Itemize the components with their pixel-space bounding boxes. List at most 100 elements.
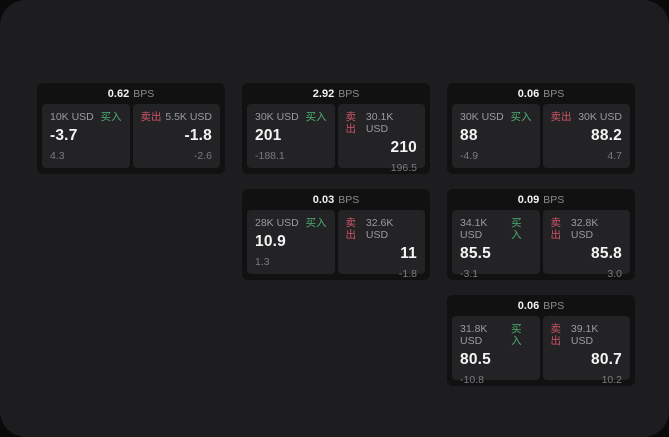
spread-value: 0.06 — [517, 299, 540, 312]
buy-panel-top: 31.8K USD 买入 — [460, 323, 532, 347]
sell-side-label: 卖出 — [550, 323, 562, 347]
spread-header: 0.06 BPS — [447, 295, 635, 316]
quote-card-2: 2.92 BPS 30K USD 买入 201 -188.1 卖出 30.1K … — [242, 83, 430, 174]
buy-amount: 31.8K USD — [460, 323, 488, 347]
buy-panel-top: 10K USD 买入 — [50, 111, 122, 123]
sell-panel-top: 卖出 30K USD — [551, 111, 623, 123]
buy-amount: 28K USD — [255, 217, 299, 229]
buy-delta: -4.9 — [460, 150, 479, 162]
spread-value: 0.03 — [312, 193, 335, 206]
buy-panel-top: 28K USD 买入 — [255, 217, 327, 229]
card-body: 34.1K USD 买入 85.5 -3.1 卖出 32.8K USD 85.8… — [447, 210, 635, 280]
sell-panel[interactable]: 卖出 39.1K USD 80.7 10.2 — [542, 316, 630, 386]
sell-panel[interactable]: 卖出 32.8K USD 85.8 3.0 — [542, 210, 630, 280]
sell-panel-top: 卖出 30.1K USD — [346, 111, 418, 135]
buy-panel-top: 30K USD 买入 — [460, 111, 532, 123]
sell-delta: 3.0 — [607, 268, 622, 280]
buy-side-label: 买入 — [305, 111, 327, 123]
spread-header: 0.06 BPS — [447, 83, 635, 104]
spread-value: 0.62 — [107, 87, 130, 100]
sell-panel[interactable]: 卖出 32.6K USD 11 -1.8 — [337, 210, 425, 280]
buy-side-label: 买入 — [510, 111, 532, 123]
sell-side-label: 卖出 — [140, 111, 162, 123]
sell-amount: 30K USD — [578, 111, 622, 123]
buy-delta: 1.3 — [255, 256, 270, 268]
sell-panel-top: 卖出 5.5K USD — [141, 111, 213, 123]
buy-panel[interactable]: 34.1K USD 买入 85.5 -3.1 — [452, 210, 540, 280]
buy-price: 88 — [460, 127, 478, 144]
buy-price: 201 — [255, 127, 282, 144]
buy-panel[interactable]: 28K USD 买入 10.9 1.3 — [247, 210, 335, 274]
buy-panel[interactable]: 30K USD 买入 201 -188.1 — [247, 104, 335, 168]
spread-header: 0.62 BPS — [37, 83, 225, 104]
sell-panel[interactable]: 卖出 30K USD 88.2 4.7 — [542, 104, 630, 168]
bps-unit-label: BPS — [543, 193, 565, 206]
buy-panel-top: 34.1K USD 买入 — [460, 217, 532, 241]
sell-price: 210 — [390, 139, 417, 156]
buy-amount: 10K USD — [50, 111, 94, 123]
buy-panel[interactable]: 31.8K USD 买入 80.5 -10.8 — [452, 316, 540, 386]
buy-amount: 30K USD — [255, 111, 299, 123]
spread-value: 0.09 — [517, 193, 540, 206]
sell-panel[interactable]: 卖出 5.5K USD -1.8 -2.6 — [132, 104, 220, 168]
spread-value: 2.92 — [312, 87, 335, 100]
bps-unit-label: BPS — [338, 87, 360, 100]
sell-price: 88.2 — [591, 127, 622, 144]
bps-unit-label: BPS — [133, 87, 155, 100]
sell-panel-top: 卖出 32.8K USD — [551, 217, 623, 241]
buy-delta: -188.1 — [255, 150, 285, 162]
quote-card-grid: 0.62 BPS 10K USD 买入 -3.7 4.3 卖出 5.5K USD — [37, 83, 635, 386]
sell-delta: -1.8 — [398, 268, 417, 280]
sell-amount: 39.1K USD — [570, 323, 599, 347]
spread-header: 2.92 BPS — [242, 83, 430, 104]
sell-delta: 4.7 — [607, 150, 622, 162]
sell-panel-top: 卖出 32.6K USD — [346, 217, 418, 241]
buy-panel[interactable]: 30K USD 买入 88 -4.9 — [452, 104, 540, 168]
spread-header: 0.03 BPS — [242, 189, 430, 210]
sell-panel[interactable]: 卖出 30.1K USD 210 196.5 — [337, 104, 425, 174]
sell-delta: 10.2 — [601, 374, 622, 386]
sell-side-label: 卖出 — [345, 111, 357, 135]
sell-amount: 32.8K USD — [570, 217, 599, 241]
buy-delta: 4.3 — [50, 150, 65, 162]
quote-card-6: 0.06 BPS 31.8K USD 买入 80.5 -10.8 卖出 39.1… — [447, 295, 635, 386]
quote-card-4: 0.03 BPS 28K USD 买入 10.9 1.3 卖出 32.6K US… — [242, 189, 430, 280]
buy-price: 85.5 — [460, 245, 491, 262]
buy-price: -3.7 — [50, 127, 78, 144]
buy-side-label: 买入 — [100, 111, 122, 123]
sell-side-label: 卖出 — [550, 111, 572, 123]
buy-side-label: 买入 — [511, 323, 522, 347]
quote-card-1: 0.62 BPS 10K USD 买入 -3.7 4.3 卖出 5.5K USD — [37, 83, 225, 174]
bps-unit-label: BPS — [338, 193, 360, 206]
buy-side-label: 买入 — [305, 217, 327, 229]
buy-amount: 34.1K USD — [460, 217, 488, 241]
sell-delta: 196.5 — [390, 162, 417, 174]
spread-value: 0.06 — [517, 87, 540, 100]
buy-side-label: 买入 — [511, 217, 522, 241]
bps-unit-label: BPS — [543, 87, 565, 100]
quote-card-3: 0.06 BPS 30K USD 买入 88 -4.9 卖出 30K USD — [447, 83, 635, 174]
sell-price: 85.8 — [591, 245, 622, 262]
buy-delta: -10.8 — [460, 374, 484, 386]
card-body: 30K USD 买入 88 -4.9 卖出 30K USD 88.2 4.7 — [447, 104, 635, 168]
buy-amount: 30K USD — [460, 111, 504, 123]
sell-amount: 32.6K USD — [365, 217, 394, 241]
card-body: 30K USD 买入 201 -188.1 卖出 30.1K USD 210 1… — [242, 104, 430, 174]
buy-panel-top: 30K USD 买入 — [255, 111, 327, 123]
sell-price: 80.7 — [591, 351, 622, 368]
card-body: 31.8K USD 买入 80.5 -10.8 卖出 39.1K USD 80.… — [447, 316, 635, 386]
buy-price: 10.9 — [255, 233, 286, 250]
sell-delta: -2.6 — [193, 150, 212, 162]
sell-side-label: 卖出 — [550, 217, 562, 241]
buy-panel[interactable]: 10K USD 买入 -3.7 4.3 — [42, 104, 130, 168]
sell-price: 11 — [400, 245, 417, 262]
sell-side-label: 卖出 — [345, 217, 357, 241]
spread-header: 0.09 BPS — [447, 189, 635, 210]
buy-price: 80.5 — [460, 351, 491, 368]
buy-delta: -3.1 — [460, 268, 479, 280]
sell-amount: 30.1K USD — [365, 111, 394, 135]
sell-price: -1.8 — [184, 127, 212, 144]
card-body: 10K USD 买入 -3.7 4.3 卖出 5.5K USD -1.8 -2.… — [37, 104, 225, 168]
quote-card-5: 0.09 BPS 34.1K USD 买入 85.5 -3.1 卖出 32.8K… — [447, 189, 635, 280]
